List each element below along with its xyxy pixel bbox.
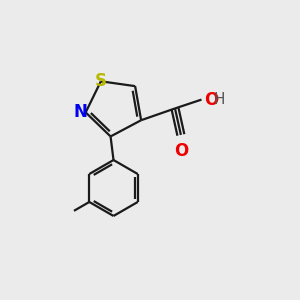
Text: S: S — [95, 72, 107, 90]
Text: N: N — [74, 103, 87, 122]
Text: H: H — [214, 92, 225, 107]
Text: O: O — [204, 91, 218, 109]
Text: O: O — [174, 142, 188, 160]
